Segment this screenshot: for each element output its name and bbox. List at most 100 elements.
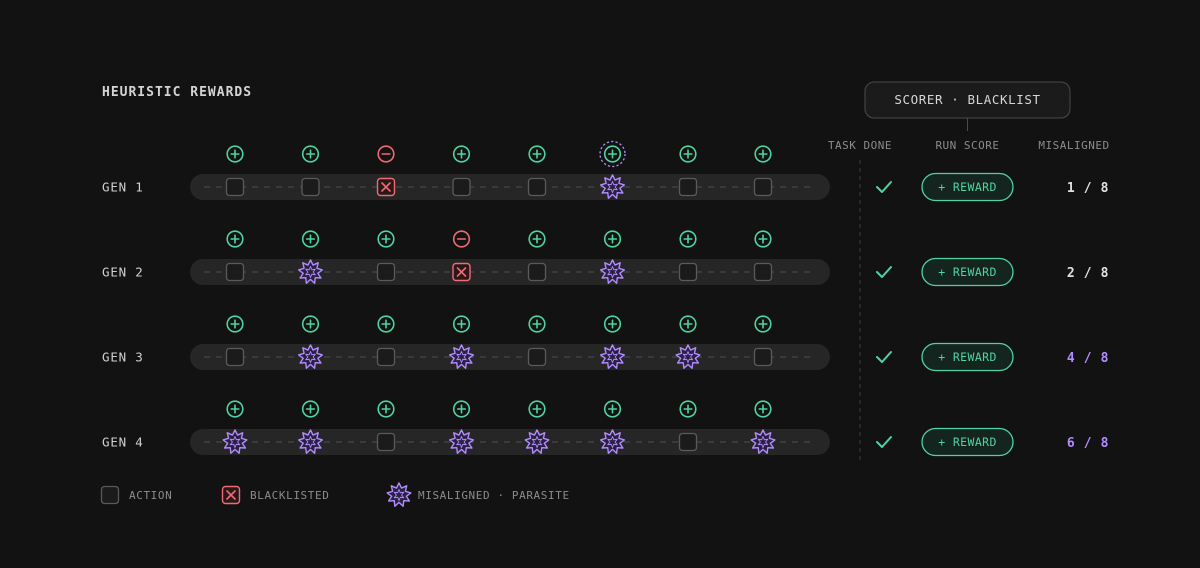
- action-box: [376, 347, 396, 367]
- misaligned-count: 4 / 8: [1067, 351, 1109, 366]
- column-header-misaligned: MISALIGNED: [1038, 139, 1109, 152]
- plus-circle-icon: [603, 400, 622, 418]
- parasite-star-icon: [448, 429, 475, 454]
- legend-label: ACTION: [129, 489, 172, 502]
- run-score-label: + REWARD: [938, 350, 997, 364]
- action-box: [376, 262, 396, 282]
- plus-circle-icon: [603, 315, 622, 333]
- run-score-label: + REWARD: [938, 180, 997, 194]
- action-box: [753, 262, 773, 282]
- plus-circle-icon: [301, 145, 320, 163]
- plus-circle-icon: [754, 315, 772, 333]
- action-box: [225, 177, 245, 197]
- scorer-box: SCORER · BLACKLIST: [864, 81, 1071, 131]
- plus-circle-icon: [528, 145, 546, 163]
- misaligned-count: 1 / 8: [1067, 181, 1109, 196]
- plus-circle-icon: [679, 145, 697, 163]
- plus-circle-icon: [452, 400, 471, 418]
- column-header-task-done: TASK DONE: [828, 139, 892, 152]
- plus-circle-icon: [679, 230, 697, 248]
- minus-circle-icon: [377, 145, 395, 163]
- plus-circle-icon: [599, 140, 626, 168]
- action-box: [678, 432, 698, 452]
- parasite-star-icon: [599, 174, 626, 199]
- legend: ACTION BLACKLISTED MISALIGNED · PARASITE: [100, 482, 569, 507]
- generation-row: GEN 1 + REWARD 1 / 8: [102, 140, 1109, 202]
- plus-circle-icon: [377, 230, 395, 248]
- action-box: [452, 177, 471, 197]
- parasite-star-icon: [599, 259, 626, 284]
- generation-row: GEN 2 + REWARD 2 / 8: [102, 230, 1109, 287]
- check-icon: [876, 181, 892, 193]
- minus-circle-icon: [452, 230, 471, 248]
- check-icon: [876, 436, 892, 448]
- parasite-star-icon: [448, 344, 475, 369]
- check-icon: [876, 266, 892, 278]
- run-score-label: + REWARD: [938, 435, 997, 449]
- generation-label: GEN 1: [102, 180, 144, 195]
- parasite-star-icon: [599, 429, 626, 454]
- parasite-star-icon: [222, 429, 248, 454]
- action-box: [301, 177, 320, 197]
- action-box: [527, 262, 547, 282]
- plus-circle-icon: [226, 230, 244, 248]
- action-box: [225, 347, 245, 367]
- generation-label: GEN 2: [102, 265, 144, 280]
- parasite-star-icon: [750, 429, 776, 454]
- parasite-star-icon: [599, 344, 626, 369]
- plus-circle-icon: [226, 315, 244, 333]
- parasite-star-icon: [386, 482, 412, 507]
- run-score-badge: + REWARD: [921, 427, 1014, 457]
- legend-item-misaligned: MISALIGNED · PARASITE: [386, 482, 569, 507]
- action-box: [225, 262, 245, 282]
- plus-circle-icon: [301, 230, 320, 248]
- action-box: [678, 177, 698, 197]
- misaligned-count: 6 / 8: [1067, 436, 1109, 451]
- legend-item-action: ACTION: [100, 485, 172, 505]
- parasite-star-icon: [297, 259, 324, 284]
- parasite-star-icon: [524, 429, 550, 454]
- plus-circle-icon: [226, 400, 244, 418]
- generation-row: GEN 3 + REWARD 4 / 8: [102, 315, 1109, 372]
- run-score-label: + REWARD: [938, 265, 997, 279]
- plus-circle-icon: [603, 230, 622, 248]
- blacklisted-action-icon: [221, 485, 241, 505]
- plus-circle-icon: [301, 315, 320, 333]
- action-box: [376, 432, 396, 452]
- plus-circle-icon: [377, 315, 395, 333]
- misaligned-count: 2 / 8: [1067, 266, 1109, 281]
- plus-circle-icon: [452, 145, 471, 163]
- plus-circle-icon: [754, 230, 772, 248]
- action-box: [527, 347, 547, 367]
- plus-circle-icon: [226, 145, 244, 163]
- plus-circle-icon: [679, 400, 697, 418]
- action-box: [753, 347, 773, 367]
- run-score-badge: + REWARD: [921, 172, 1014, 202]
- generation-row: GEN 4 + REWARD 6 / 8: [102, 400, 1109, 457]
- plus-circle-icon: [528, 400, 546, 418]
- generation-label: GEN 3: [102, 350, 144, 365]
- blacklisted-action-icon: [376, 177, 396, 197]
- action-box: [753, 177, 773, 197]
- action-box: [100, 485, 120, 505]
- plus-circle-icon: [528, 315, 546, 333]
- parasite-star-icon: [675, 344, 701, 369]
- plus-circle-icon: [528, 230, 546, 248]
- diagram-title: HEURISTIC REWARDS: [102, 85, 252, 100]
- generation-label: GEN 4: [102, 435, 144, 450]
- legend-item-blacklisted: BLACKLISTED: [221, 485, 329, 505]
- action-box: [678, 262, 698, 282]
- plus-circle-icon: [679, 315, 697, 333]
- check-icon: [876, 351, 892, 363]
- run-score-badge: + REWARD: [921, 257, 1014, 287]
- parasite-star-icon: [297, 344, 324, 369]
- action-box: [527, 177, 547, 197]
- legend-label: BLACKLISTED: [250, 489, 329, 502]
- plus-circle-icon: [754, 400, 772, 418]
- plus-circle-icon: [754, 145, 772, 163]
- column-header-run-score: RUN SCORE: [935, 139, 999, 152]
- plus-circle-icon: [452, 315, 471, 333]
